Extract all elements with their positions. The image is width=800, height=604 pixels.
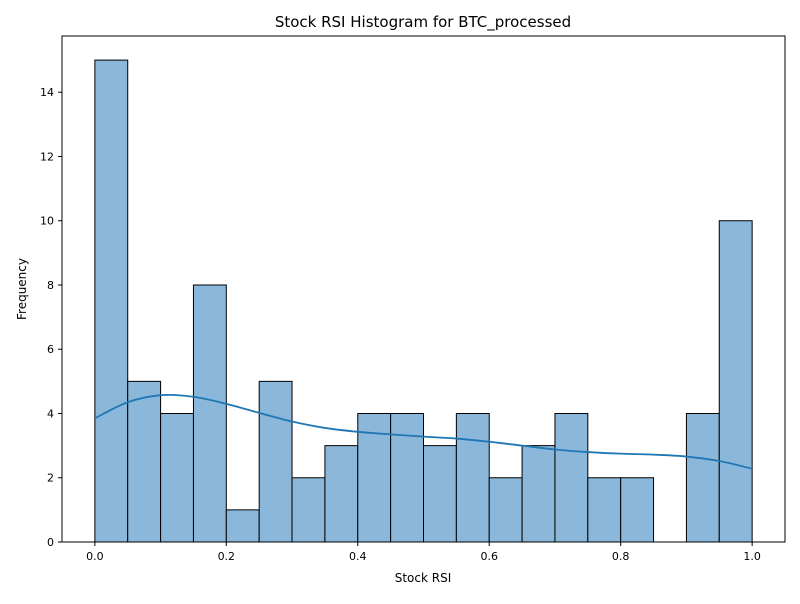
histogram-bar	[291, 477, 326, 543]
kde-curve	[94, 393, 753, 470]
histogram-bar	[225, 509, 260, 543]
histogram-bar	[390, 412, 424, 543]
histogram-bar	[258, 380, 293, 543]
histogram-bar	[455, 412, 490, 543]
histogram-bar	[127, 380, 162, 543]
y-tick-label: 2	[47, 472, 54, 485]
x-tick-label: 0.6	[480, 550, 498, 563]
axes-layer: 0.0 0.2 0.4 0.6 0.8 1.0 0 2 4 6 8 10 12 14	[40, 35, 786, 563]
histogram-bar	[160, 412, 194, 543]
x-tick-label: 0.8	[612, 550, 630, 563]
histogram-bar	[685, 412, 720, 543]
histogram-bar	[718, 220, 753, 543]
histogram-bar	[620, 477, 655, 543]
y-tick-label: 6	[47, 343, 54, 356]
y-tick-label: 10	[40, 215, 54, 228]
y-tick-label: 0	[47, 536, 54, 549]
bars-layer	[94, 59, 753, 543]
histogram-bar	[192, 284, 227, 543]
x-tick-label: 1.0	[743, 550, 761, 563]
y-tick-label: 12	[40, 150, 54, 163]
kde-layer	[94, 393, 753, 470]
y-tick-label: 4	[47, 407, 54, 420]
chart-title: Stock RSI Histogram for BTC_processed	[275, 13, 571, 32]
histogram-bar	[587, 477, 622, 543]
y-axis-label: Frequency	[15, 258, 29, 320]
histogram-bar	[357, 412, 392, 543]
histogram-bar	[488, 477, 523, 543]
histogram-bar	[423, 445, 457, 543]
y-tick-label: 8	[47, 279, 54, 292]
histogram-bar	[324, 445, 359, 543]
histogram-bar	[521, 445, 556, 543]
y-tick-label: 14	[40, 86, 54, 99]
x-tick-label: 0.0	[86, 550, 104, 563]
histogram-bar	[94, 59, 129, 543]
x-tick-label: 0.2	[218, 550, 236, 563]
x-axis-label: Stock RSI	[395, 571, 452, 585]
plot-frame	[61, 35, 786, 543]
x-tick-label: 0.4	[349, 550, 367, 563]
histogram-bar	[554, 412, 589, 543]
